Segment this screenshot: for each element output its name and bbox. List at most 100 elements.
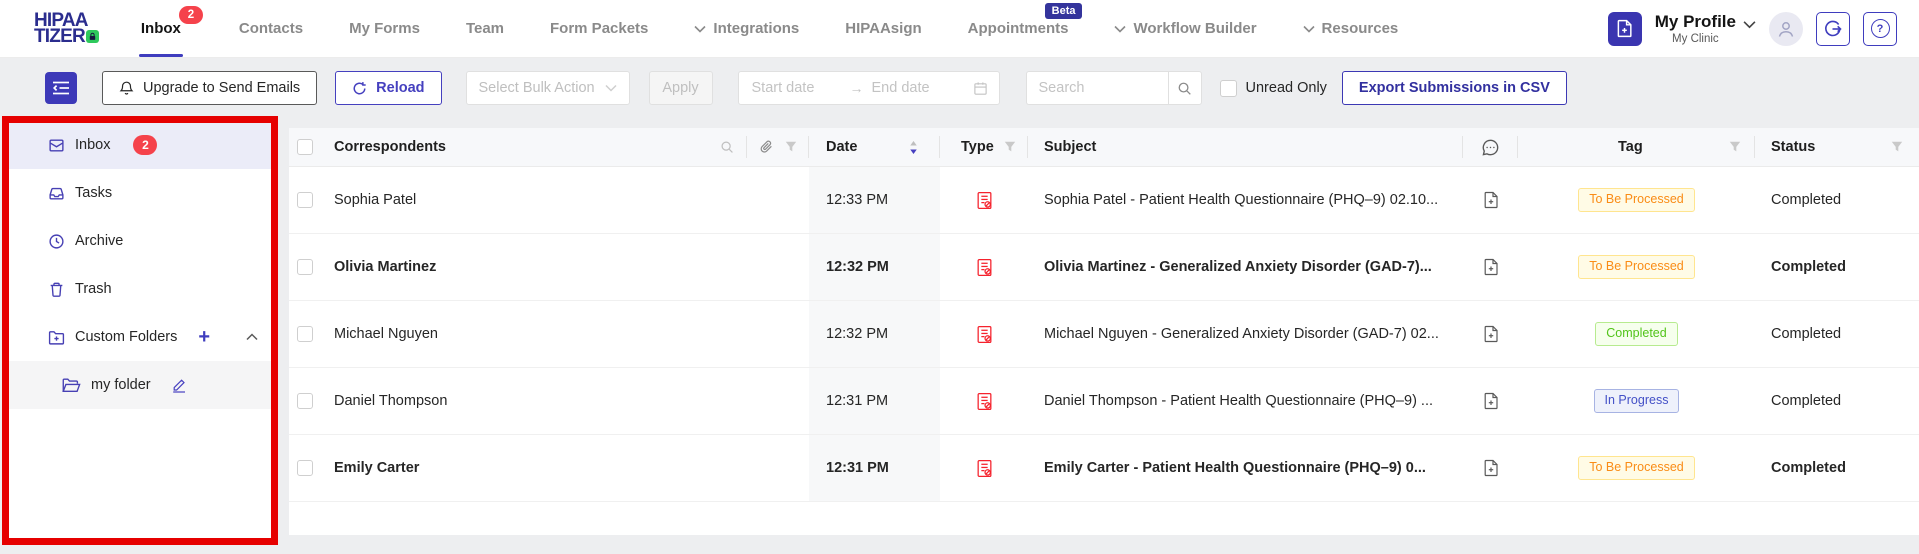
new-form-button[interactable] — [1607, 11, 1642, 46]
file-plus-icon[interactable] — [1483, 392, 1499, 410]
chevron-up-icon[interactable] — [246, 333, 258, 341]
bulk-action-select[interactable]: Select Bulk Action — [465, 71, 630, 105]
folder-plus-icon — [48, 329, 65, 346]
upgrade-to-send-emails-button[interactable]: Upgrade to Send Emails — [102, 71, 318, 105]
sidebar-item-my-folder[interactable]: my folder — [2, 361, 278, 409]
tag-filter-icon[interactable] — [1729, 141, 1741, 153]
nav-resources[interactable]: Resources — [1302, 0, 1398, 57]
logout-button[interactable] — [1816, 11, 1850, 46]
status-filter-icon[interactable] — [1891, 141, 1903, 153]
file-plus-icon[interactable] — [1483, 459, 1499, 477]
beta-badge: Beta — [1044, 3, 1083, 20]
submissions-table: Correspondents Date Type Subject — [289, 128, 1919, 535]
apply-label: Apply — [662, 80, 699, 96]
select-all-checkbox[interactable] — [296, 139, 313, 155]
main-nav: Inbox 2 Contacts My Forms Team Form Pack… — [138, 0, 1398, 57]
sidebar-item-trash[interactable]: Trash — [2, 265, 278, 313]
unread-only-filter: Unread Only — [1219, 79, 1327, 97]
reload-icon — [353, 81, 366, 94]
avatar[interactable] — [1769, 11, 1803, 46]
export-csv-label: Export Submissions in CSV — [1358, 80, 1550, 96]
file-plus-icon[interactable] — [1483, 258, 1499, 276]
nav-my-forms[interactable]: My Forms — [349, 0, 420, 57]
edit-folder-button[interactable] — [172, 378, 186, 393]
nav-integrations[interactable]: Integrations — [694, 0, 799, 57]
sidebar-inbox-label: Inbox — [75, 137, 111, 153]
help-button[interactable]: ? — [1863, 11, 1897, 46]
date-sort-control[interactable] — [909, 140, 918, 154]
brand-logo-bottom: TIZER — [34, 25, 86, 47]
date-cell: 12:32 PM — [809, 301, 940, 367]
profile-menu[interactable]: My Profile My Clinic — [1655, 12, 1756, 45]
collapse-sidebar-button[interactable] — [45, 72, 77, 104]
nav-integrations-label: Integrations — [713, 20, 800, 37]
tag-badge: To Be Processed — [1578, 188, 1695, 212]
nav-workflow-builder[interactable]: Workflow Builder — [1114, 0, 1257, 57]
tag-badge: To Be Processed — [1578, 255, 1695, 279]
table-row[interactable]: Sophia Patel 12:33 PM Sophia Patel - Pat… — [289, 167, 1919, 234]
table-row[interactable]: Emily Carter 12:31 PM Emily Carter - Pat… — [289, 435, 1919, 502]
end-date-input[interactable] — [869, 79, 964, 97]
search-input[interactable] — [1025, 71, 1168, 105]
file-plus-icon[interactable] — [1483, 191, 1499, 209]
chevron-down-icon — [1114, 25, 1127, 33]
nav-inbox[interactable]: Inbox 2 — [138, 0, 203, 57]
sidebar-item-tasks[interactable]: Tasks — [2, 169, 278, 217]
question-icon: ? — [1870, 19, 1890, 38]
correspondents-search-icon[interactable] — [720, 140, 734, 154]
unread-only-checkbox[interactable] — [1219, 79, 1237, 97]
reload-label: Reload — [376, 80, 425, 96]
sidebar-item-inbox[interactable]: Inbox 2 — [2, 121, 278, 169]
nav-team[interactable]: Team — [466, 0, 504, 57]
bulk-action-value: Select Bulk Action — [478, 80, 595, 96]
nav-my-forms-label: My Forms — [349, 20, 420, 37]
header-date: Date — [826, 139, 858, 155]
logout-icon — [1825, 20, 1842, 36]
row-checkbox[interactable] — [296, 326, 313, 342]
nav-inbox-label: Inbox — [140, 20, 181, 37]
table-row[interactable]: Olivia Martinez 12:32 PM Olivia Martinez… — [289, 234, 1919, 301]
tasks-tray-icon — [48, 185, 65, 202]
paperclip-icon[interactable] — [759, 139, 774, 155]
profile-organization: My Clinic — [1672, 33, 1719, 45]
header-type: Type — [961, 139, 994, 155]
trash-icon — [48, 281, 65, 298]
history-clock-icon — [48, 233, 65, 250]
row-checkbox[interactable] — [296, 192, 313, 208]
type-filter-icon[interactable] — [1004, 141, 1016, 153]
nav-form-packets-label: Form Packets — [550, 20, 649, 37]
start-date-input[interactable] — [749, 79, 844, 97]
nav-right-cluster: My Profile My Clinic ? — [1607, 11, 1897, 46]
export-csv-button[interactable]: Export Submissions in CSV — [1341, 71, 1567, 105]
row-checkbox[interactable] — [296, 259, 313, 275]
tag-badge: To Be Processed — [1578, 456, 1695, 480]
chevron-down-icon — [694, 25, 706, 33]
nav-hipaasign[interactable]: HIPAAsign — [845, 0, 921, 57]
file-plus-icon[interactable] — [1483, 325, 1499, 343]
apply-button[interactable]: Apply — [648, 71, 713, 105]
search-icon — [1178, 82, 1191, 95]
row-checkbox[interactable] — [296, 393, 313, 409]
lock-icon — [85, 30, 99, 43]
nav-form-packets[interactable]: Form Packets — [550, 0, 648, 57]
mail-icon — [48, 137, 65, 154]
date-cell: 12:32 PM — [809, 234, 940, 300]
date-cell: 12:33 PM — [809, 167, 940, 233]
brand-logo[interactable]: HIPAA TIZER — [34, 11, 99, 47]
nav-contacts-label: Contacts — [238, 20, 304, 37]
upgrade-label: Upgrade to Send Emails — [143, 80, 301, 96]
table-row[interactable]: Daniel Thompson 12:31 PM Daniel Thompson… — [289, 368, 1919, 435]
attachment-filter-icon[interactable] — [785, 141, 797, 153]
search-button[interactable] — [1167, 71, 1202, 105]
nav-contacts[interactable]: Contacts — [239, 0, 303, 57]
form-pdf-icon — [976, 191, 993, 210]
sidebar-custom-folders-label: Custom Folders — [75, 329, 178, 345]
date-range-picker[interactable]: → — [737, 71, 1000, 105]
add-folder-button[interactable]: + — [198, 326, 211, 348]
sidebar-item-archive[interactable]: Archive — [2, 217, 278, 265]
sidebar-item-custom-folders[interactable]: Custom Folders + — [2, 313, 278, 361]
reload-button[interactable]: Reload — [335, 71, 442, 105]
table-row[interactable]: Michael Nguyen 12:32 PM Michael Nguyen -… — [289, 301, 1919, 368]
nav-appointments[interactable]: Appointments Beta — [968, 0, 1083, 57]
row-checkbox[interactable] — [296, 460, 313, 476]
